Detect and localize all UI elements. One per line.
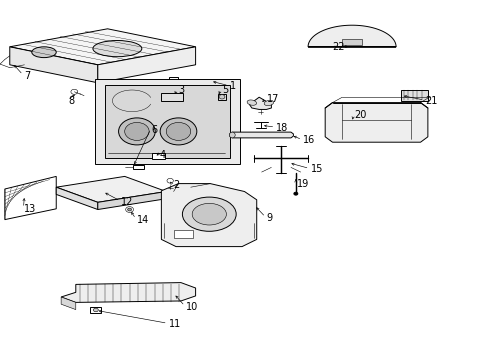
Polygon shape [98,47,195,83]
Bar [95,79,239,164]
Bar [173,230,193,238]
Text: 19: 19 [296,179,308,189]
Ellipse shape [264,100,273,105]
Text: 16: 16 [303,135,315,145]
Text: 15: 15 [310,164,322,174]
Polygon shape [5,176,56,220]
Ellipse shape [192,203,226,225]
Polygon shape [61,297,76,310]
Text: 6: 6 [151,125,158,135]
Text: 18: 18 [276,123,288,133]
Ellipse shape [246,100,256,105]
Polygon shape [10,47,98,83]
Text: 11: 11 [168,319,181,329]
Polygon shape [56,187,98,210]
Polygon shape [307,25,395,47]
Polygon shape [161,184,256,247]
Bar [161,93,183,101]
Text: 9: 9 [266,213,272,223]
Ellipse shape [93,40,142,57]
Bar [342,39,361,45]
Ellipse shape [160,118,196,145]
Polygon shape [249,97,271,109]
Bar [217,94,226,100]
Ellipse shape [127,208,131,211]
Ellipse shape [166,178,173,183]
Text: 20: 20 [354,110,366,120]
Text: 17: 17 [266,94,278,104]
Text: 2: 2 [173,180,179,190]
Text: 3: 3 [178,85,184,95]
Ellipse shape [293,192,297,195]
Text: 12: 12 [121,197,133,207]
Text: 5: 5 [222,85,228,95]
Polygon shape [325,103,427,142]
Bar [168,77,177,82]
Bar [400,90,427,101]
Polygon shape [56,176,166,202]
Text: 1: 1 [229,81,236,91]
Text: 4: 4 [160,150,166,160]
Ellipse shape [219,95,224,99]
Bar [133,165,143,169]
Polygon shape [10,29,195,65]
Bar [151,153,165,159]
Text: 8: 8 [68,96,75,106]
Bar [105,85,229,158]
Text: 7: 7 [24,71,31,81]
Polygon shape [98,192,166,210]
Ellipse shape [166,122,190,140]
Ellipse shape [32,47,56,58]
Ellipse shape [124,122,149,140]
Polygon shape [61,283,195,302]
Text: 14: 14 [137,215,149,225]
Text: 21: 21 [425,96,437,106]
Ellipse shape [71,89,78,94]
Polygon shape [229,132,293,138]
Ellipse shape [182,197,236,231]
Text: 22: 22 [332,42,345,52]
Ellipse shape [125,207,133,212]
Text: 13: 13 [24,204,37,214]
Ellipse shape [93,308,98,312]
Ellipse shape [229,132,235,138]
Ellipse shape [118,118,155,145]
Bar [90,307,101,313]
Text: 10: 10 [185,302,198,312]
